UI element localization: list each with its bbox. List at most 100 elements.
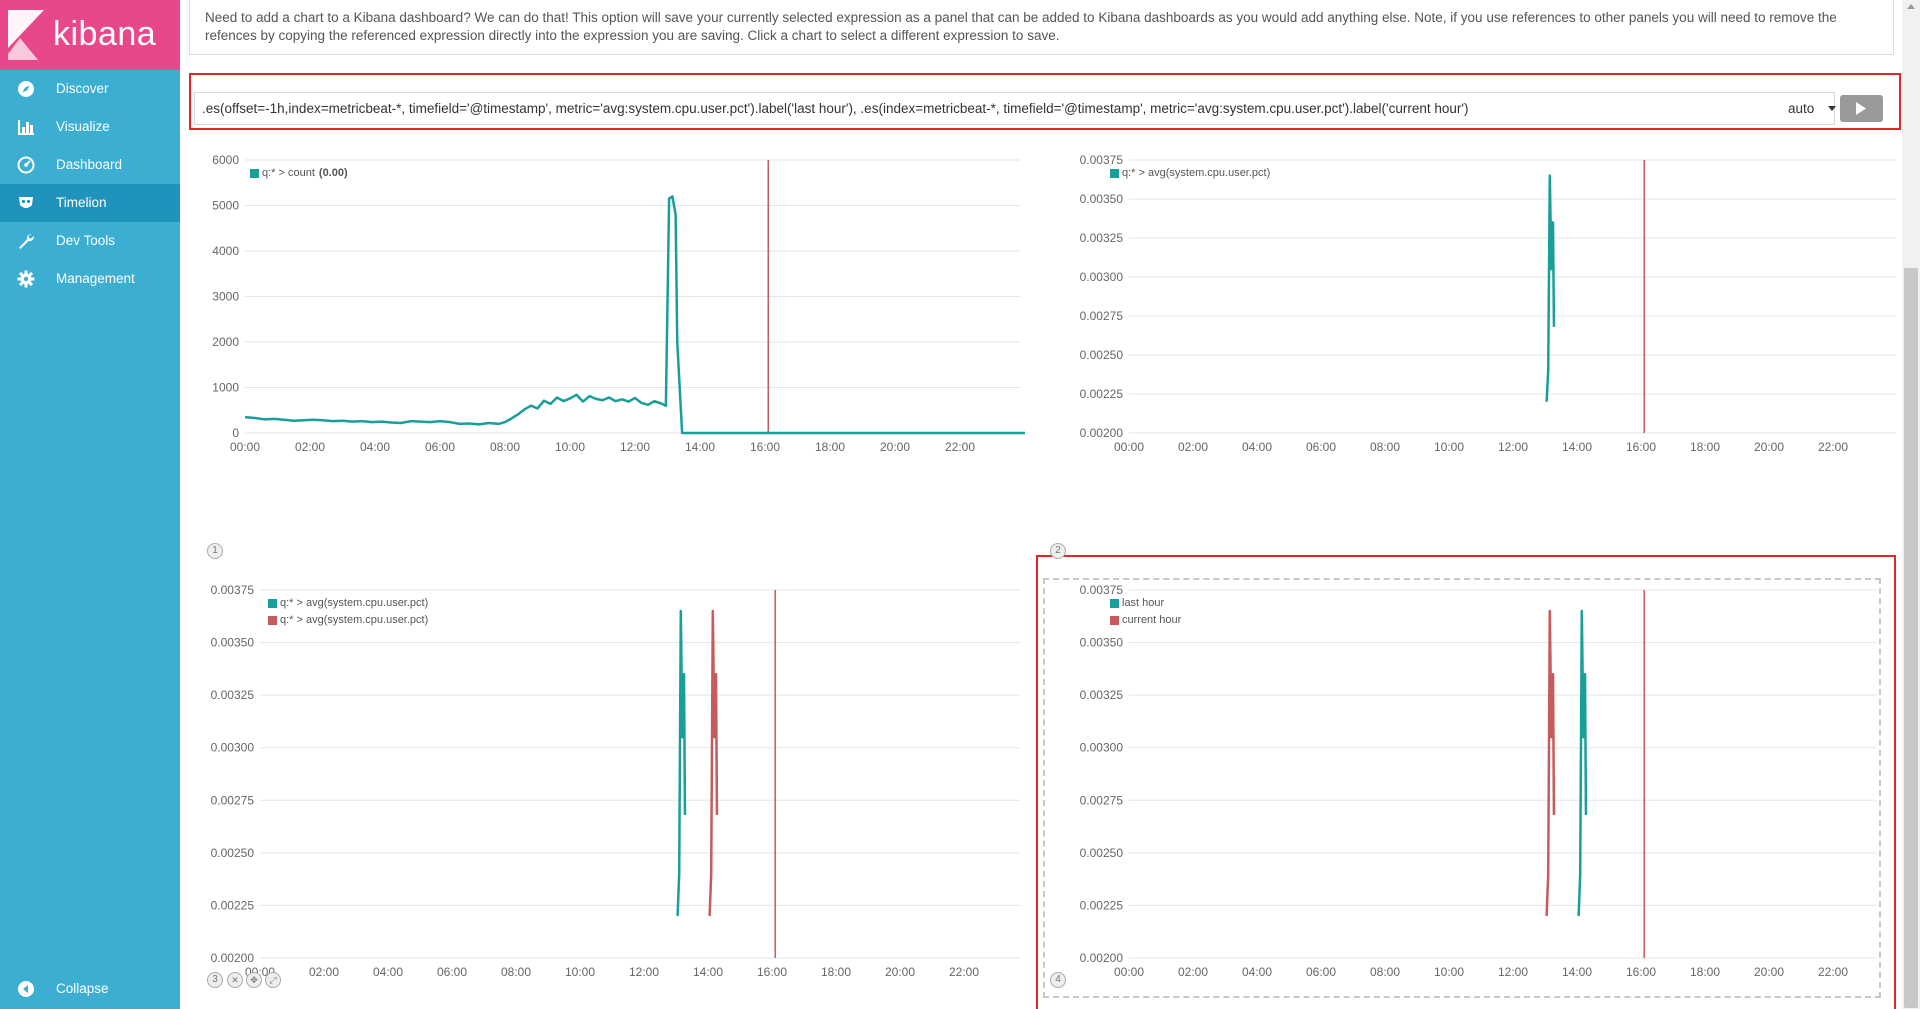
y-tick-label: 0.00350 [1080, 636, 1124, 650]
series-line [244, 195, 1025, 435]
sidebar-item-dev-tools[interactable]: Dev Tools [0, 222, 180, 260]
legend-item[interactable]: last hour [1110, 595, 1181, 612]
y-tick-label: 0.00200 [1080, 951, 1124, 965]
legend-swatch [268, 616, 277, 625]
selected-chart-frame [1043, 578, 1881, 998]
legend-item[interactable]: q:* > count (0.00) [250, 165, 348, 182]
legend-item[interactable]: q:* > avg(system.cpu.user.pct) [1110, 165, 1270, 182]
x-tick-label: 22:00 [1818, 440, 1848, 454]
page-scrollbar-thumb[interactable] [1904, 268, 1918, 1008]
x-tick-label: 00:00 [1114, 965, 1144, 979]
x-tick-label: 06:00 [425, 440, 455, 454]
legend-swatch [1110, 616, 1119, 625]
app-name: kibana [53, 15, 157, 53]
bar-chart-icon [18, 120, 34, 135]
series-line [676, 609, 687, 916]
legend-label: current hour [1122, 614, 1182, 626]
run-expression-button[interactable] [1840, 95, 1883, 122]
interval-select[interactable]: auto [1780, 92, 1835, 125]
x-tick-label: 20:00 [885, 965, 915, 979]
chart-panel-3[interactable]: 0.00200 0.00225 0.00250 0.00275 0.00300 0.003… [180, 580, 1020, 1000]
x-tick-label: 06:00 [1306, 440, 1336, 454]
legend-value: (0.00) [318, 167, 348, 179]
y-tick-label: 0.00275 [1080, 309, 1124, 323]
x-tick-label: 02:00 [1178, 965, 1208, 979]
x-tick-label: 02:00 [295, 440, 325, 454]
y-tick-label: 0.00300 [211, 741, 255, 755]
x-tick-label: 10:00 [565, 965, 595, 979]
x-tick-label: 18:00 [1690, 440, 1720, 454]
x-tick-label: 10:00 [1434, 440, 1464, 454]
series-line [708, 609, 719, 916]
sidebar-item-label: Visualize [56, 119, 110, 134]
collapse-button[interactable]: Collapse [0, 970, 180, 1008]
kibana-logo[interactable]: kibana [0, 0, 180, 70]
scroll-up-arrow-icon[interactable] [1907, 4, 1915, 9]
sidebar-item-label: Discover [56, 81, 109, 96]
y-tick-label: 0.00250 [1080, 348, 1124, 362]
legend-item[interactable]: q:* > avg(system.cpu.user.pct) [268, 612, 428, 629]
y-tick-label: 0.00225 [1080, 387, 1124, 401]
gear-icon [17, 270, 35, 288]
x-tick-label: 12:00 [629, 965, 659, 979]
sidebar-item-dashboard[interactable]: Dashboard [0, 146, 180, 184]
legend-label: q:* > avg(system.cpu.user.pct) [280, 597, 429, 609]
sidebar-item-timelion[interactable]: Timelion [0, 184, 180, 222]
sidebar-item-visualize[interactable]: Visualize [0, 108, 180, 146]
y-tick-label: 0.00225 [211, 898, 255, 912]
legend-item[interactable]: q:* > avg(system.cpu.user.pct) [268, 595, 428, 612]
sidebar-item-discover[interactable]: Discover [0, 70, 180, 108]
expression-input[interactable]: .es(offset=-1h,index=metricbeat-*, timef… [194, 92, 1790, 125]
expression-highlight [189, 73, 1901, 130]
y-tick-label: 0.00375 [211, 583, 255, 597]
x-tick-label: 16:00 [1626, 440, 1656, 454]
y-tick-label: 0.00250 [1080, 846, 1124, 860]
y-tick-label: 5000 [212, 199, 239, 213]
y-tick-label: 0.00375 [1080, 583, 1124, 597]
x-tick-label: 04:00 [373, 965, 403, 979]
x-tick-label: 04:00 [360, 440, 390, 454]
resize-panel-button[interactable]: ⤢ [265, 972, 281, 988]
chevron-left-circle-icon [18, 981, 34, 997]
y-tick-label: 0.00350 [211, 636, 255, 650]
sidebar-nav: Discover Visualize Dashboard [0, 70, 180, 298]
x-tick-label: 20:00 [880, 440, 910, 454]
legend-swatch [250, 169, 259, 178]
x-tick-label: 14:00 [693, 965, 723, 979]
x-tick-label: 02:00 [309, 965, 339, 979]
chart-legend: last hour current hour [1110, 595, 1181, 629]
series-line [1577, 609, 1588, 916]
dashboard-gauge-icon [17, 156, 35, 174]
y-tick-label: 0.00200 [1080, 426, 1124, 440]
x-tick-label: 14:00 [1562, 965, 1592, 979]
x-tick-label: 12:00 [1498, 440, 1528, 454]
timelion-mask-icon [19, 197, 33, 208]
collapse-label: Collapse [56, 981, 109, 996]
y-tick-label: 0.00375 [1080, 153, 1124, 167]
chart-panel-2[interactable]: 0.00200 0.00225 0.00250 0.00275 0.00300 0.003… [1036, 150, 1896, 550]
chart-panel-4[interactable]: 0.00200 0.00225 0.00250 0.00275 0.00300 0.003… [1046, 580, 1876, 1000]
x-tick-label: 10:00 [555, 440, 585, 454]
y-tick-label: 1000 [212, 381, 239, 395]
drag-panel-button[interactable]: ✥ [246, 972, 262, 988]
y-tick-label: 6000 [212, 153, 239, 167]
chart-legend: q:* > avg(system.cpu.user.pct) [1110, 165, 1270, 182]
legend-swatch [1110, 599, 1119, 608]
chart-panel-1[interactable]: 0 1000 2000 3000 4000 5000 6000 00:00 02:00 04:00… [180, 150, 1025, 550]
x-tick-label: 08:00 [1370, 965, 1400, 979]
x-tick-label: 22:00 [949, 965, 979, 979]
series-line [1545, 174, 1556, 402]
x-tick-label: 20:00 [1754, 965, 1784, 979]
y-tick-label: 0.00300 [1080, 270, 1124, 284]
panel-number-badge: 3 [207, 972, 223, 988]
legend-item[interactable]: current hour [1110, 612, 1181, 629]
sidebar-item-management[interactable]: Management [0, 260, 180, 298]
remove-panel-button[interactable]: ✕ [227, 972, 243, 988]
y-tick-label: 0.00325 [211, 688, 255, 702]
x-tick-label: 08:00 [1370, 440, 1400, 454]
x-tick-label: 06:00 [1306, 965, 1336, 979]
legend-label: q:* > avg(system.cpu.user.pct) [280, 614, 429, 626]
x-tick-label: 12:00 [1498, 965, 1528, 979]
x-tick-label: 08:00 [501, 965, 531, 979]
sidebar-item-label: Management [56, 271, 135, 286]
